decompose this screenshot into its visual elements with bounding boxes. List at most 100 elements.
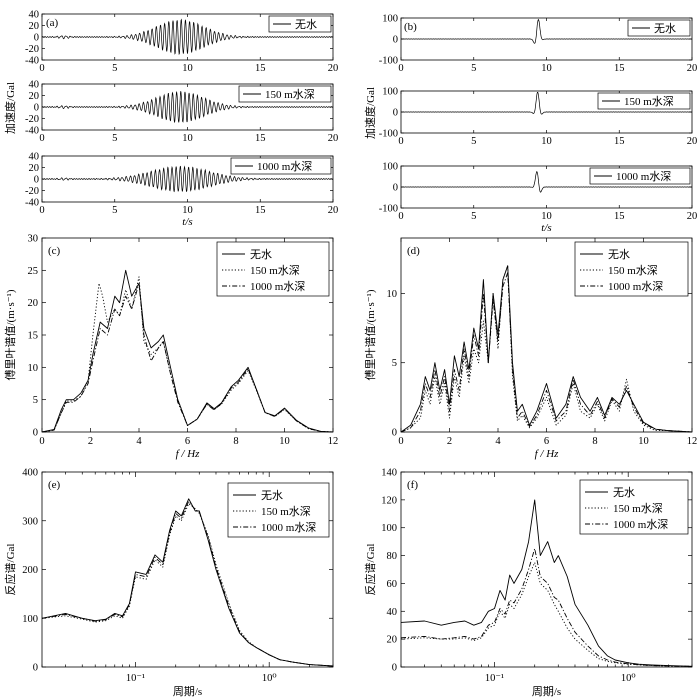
panel-label: (d) (407, 245, 420, 257)
legend-box (238, 85, 332, 103)
y-tick-label: 100 (382, 162, 398, 173)
series-line (41, 18, 334, 56)
x-tick-label: 5 (112, 205, 117, 216)
x-tick-label: 0 (398, 211, 403, 222)
series-line (401, 18, 693, 44)
x-tick-label: 10 (279, 436, 290, 447)
legend-label: 150 m水深 (608, 264, 658, 277)
y-axis-label: 反应谱/Gal (3, 544, 17, 596)
legend-box (579, 479, 689, 535)
x-tick-label: 10 (541, 211, 552, 222)
y-tick-label: 400 (22, 468, 38, 479)
panel-label: (f) (407, 479, 418, 491)
x-tick-label: 4 (495, 436, 501, 447)
legend-label: 150 m水深 (250, 264, 300, 277)
legend-label: 1000 m水深 (257, 160, 312, 173)
x-tick-label: 2 (88, 436, 93, 447)
x-tick-label: 6 (544, 436, 549, 447)
series-line-dotted (400, 562, 693, 667)
x-tick-label: 20 (328, 205, 339, 216)
legend-box (574, 241, 689, 297)
y-tick-label: 0 (392, 428, 397, 439)
x-tick-label: 15 (255, 133, 266, 144)
x-tick-label: 15 (255, 63, 266, 74)
legend-label: 无水 (613, 486, 635, 499)
x-tick-label: 15 (614, 136, 625, 147)
x-tick-label: 20 (328, 133, 339, 144)
x-tick-label: 4 (136, 436, 142, 447)
x-tick-label: 20 (687, 63, 698, 74)
x-tick-label: 0 (398, 436, 403, 447)
x-tick-label: 12 (328, 436, 339, 447)
y-tick-label: -100 (379, 129, 398, 140)
x-tick-label: 10⁻¹ (126, 673, 145, 684)
legend-label: 无水 (250, 248, 272, 261)
y-tick-label: 0 (34, 103, 39, 114)
y-axis-label: 加速度/Gal (363, 87, 377, 139)
y-tick-label: 40 (29, 10, 40, 21)
y-tick-label: -40 (25, 198, 39, 209)
y-tick-label: 0 (393, 35, 398, 46)
y-tick-label: -20 (25, 44, 39, 55)
x-tick-label: 6 (185, 436, 190, 447)
legend-label: 1000 m水深 (616, 170, 671, 183)
panel-f: 0 20 40 60 80 100 120 140 10⁻¹ 10⁰ 无水 150 m水深 1000 m… (363, 468, 693, 697)
x-tick-label: 20 (687, 211, 698, 222)
y-tick-label: 100 (22, 614, 38, 625)
panel-d: 0 5 10 0 2 4 6 8 10 12 无水 150 m水深 1000 m水深 (d) 傅里叶谱值/(… (363, 237, 697, 460)
series-line-dashdot (41, 282, 334, 433)
panel-label: (a) (46, 17, 59, 29)
y-tick-label: 5 (33, 395, 38, 406)
x-tick-label: 5 (112, 63, 117, 74)
x-tick-label: 0 (39, 133, 44, 144)
legend-box (230, 157, 332, 175)
legend-box (627, 19, 691, 37)
y-tick-label: 100 (382, 14, 398, 25)
legend-label: 150 m水深 (261, 505, 311, 518)
x-tick-label: 15 (614, 211, 625, 222)
y-tick-label: -40 (25, 126, 39, 137)
x-tick-label: 10 (182, 63, 193, 74)
y-tick-label: 0 (393, 183, 398, 194)
legend-label: 150 m水深 (624, 95, 674, 108)
legend-box (597, 92, 691, 110)
x-tick-label: 0 (39, 63, 44, 74)
x-tick-label: 10 (541, 63, 552, 74)
legend-label: 1000 m水深 (250, 280, 305, 293)
panel-e: 0 100 200 300 400 10⁻¹ 10⁰ 无水 150 m水深 1000 m水深 (e)… (3, 468, 334, 697)
y-tick-label: 0 (34, 33, 39, 44)
x-tick-label: 20 (328, 63, 339, 74)
y-tick-label: 20 (29, 21, 40, 32)
y-axis-label: 加速度/Gal (3, 82, 17, 134)
y-tick-label: 40 (29, 152, 40, 163)
y-tick-label: 0 (33, 663, 38, 674)
x-tick-label: 10⁰ (262, 673, 277, 684)
y-tick-label: 0 (392, 663, 397, 674)
x-tick-label: 15 (614, 63, 625, 74)
legend-box (227, 482, 330, 538)
x-axis-label: f / Hz (535, 448, 560, 460)
panel-label: (e) (48, 479, 61, 491)
legend-label: 1000 m水深 (261, 521, 316, 534)
legend-label: 无水 (608, 248, 630, 261)
x-axis-label: t/s (541, 222, 551, 234)
legend-box (216, 241, 330, 297)
y-tick-label: 0 (393, 108, 398, 119)
y-tick-label: 0 (34, 175, 39, 186)
y-tick-label: -40 (25, 56, 39, 67)
y-tick-label: 10 (28, 363, 39, 374)
legend-label: 1000 m水深 (613, 518, 668, 531)
series-line (41, 165, 334, 193)
panel-label: (b) (404, 21, 417, 33)
x-tick-label: 0 (39, 436, 44, 447)
x-tick-label: 20 (687, 136, 698, 147)
y-tick-label: 100 (381, 523, 397, 534)
y-tick-label: 20 (28, 298, 39, 309)
x-tick-label: 5 (471, 136, 476, 147)
y-tick-label: 0 (33, 428, 38, 439)
x-tick-label: 5 (471, 63, 476, 74)
series-line-dashdot (400, 272, 693, 433)
panel-label: (c) (48, 245, 61, 257)
x-axis-label: f / Hz (176, 448, 201, 460)
y-tick-label: -100 (379, 56, 398, 67)
